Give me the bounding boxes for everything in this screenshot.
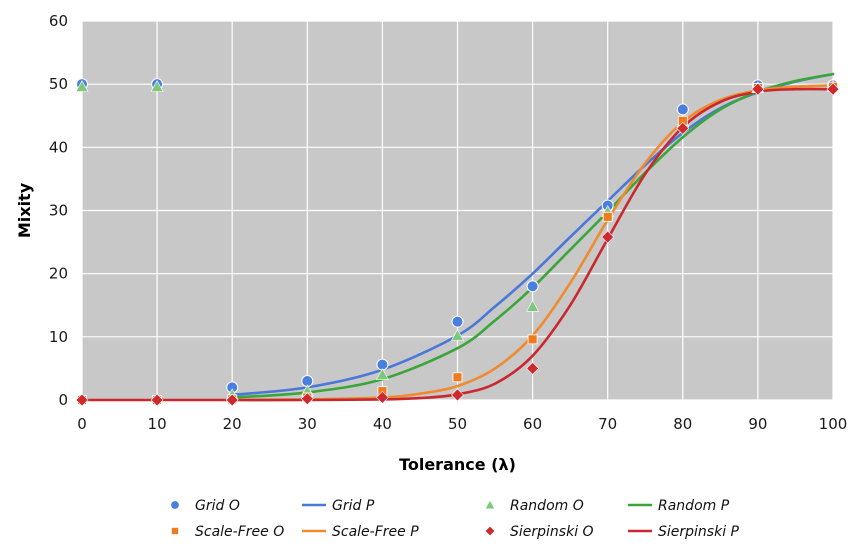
legend-item-sierpinski-p: Sierpinski P — [628, 524, 740, 540]
x-axis-title: Tolerance (λ) — [399, 455, 516, 474]
legend-item-grid-p: Grid P — [302, 498, 375, 514]
gridlines — [81, 20, 834, 401]
sierpinski-o-point — [601, 230, 615, 244]
x-axis-ticks: 0 10 20 30 40 50 60 70 80 90 100 — [77, 415, 847, 433]
y-tick-label: 20 — [49, 265, 68, 283]
random-o-point — [375, 368, 389, 380]
y-axis-title: Mixity — [15, 182, 34, 238]
x-tick-label: 10 — [148, 415, 167, 433]
legend-item-grid-o: Grid O — [170, 498, 240, 514]
series-markers — [75, 78, 840, 407]
legend-item-random-o: Random O — [484, 498, 584, 514]
y-axis-ticks: 0 10 20 30 40 50 60 — [49, 12, 68, 409]
legend-item-random-p: Random P — [628, 498, 730, 514]
y-tick-label: 0 — [58, 391, 68, 409]
legend-marker-swatch — [170, 500, 180, 510]
random-o-point — [450, 328, 465, 341]
sierpinski-o-point — [526, 361, 540, 375]
legend-marker-swatch — [170, 527, 179, 536]
legend-marker-swatch — [484, 525, 496, 537]
grid-o-point — [676, 103, 689, 116]
sierpinski-o-point — [300, 392, 314, 406]
legend-item-scale-free-o: Scale-Free O — [170, 524, 284, 540]
legend-item-sierpinski-o: Sierpinski O — [484, 524, 594, 540]
legend-marker-swatch — [484, 499, 496, 510]
sierpinski-o-point — [225, 393, 239, 407]
legend-label: Scale-Free P — [332, 524, 419, 540]
x-tick-label: 20 — [223, 415, 242, 433]
grid-o-point — [451, 315, 464, 328]
y-tick-label: 60 — [49, 12, 68, 30]
x-tick-label: 0 — [77, 415, 87, 433]
x-tick-label: 90 — [748, 415, 767, 433]
x-tick-label: 100 — [819, 415, 848, 433]
scale-free-o-point — [527, 334, 538, 345]
legend-label: Random P — [658, 498, 730, 514]
scale-free-o-point — [602, 211, 613, 222]
random-o-point — [526, 299, 540, 312]
x-tick-label: 30 — [298, 415, 317, 433]
legend-label: Grid O — [195, 498, 240, 514]
sierpinski-o-point — [826, 82, 840, 96]
legend: Grid O Grid P Random O Random P Scale-Free O… — [170, 498, 740, 540]
legend-label: Random O — [510, 498, 584, 514]
legend-label: Sierpinski P — [658, 524, 740, 540]
scale-free-o-point — [452, 372, 463, 383]
random-o-point — [75, 80, 89, 92]
sierpinski-o-point — [751, 82, 765, 96]
legend-label: Scale-Free O — [195, 524, 284, 540]
y-tick-label: 40 — [49, 138, 68, 156]
scale-free-p-line — [230, 84, 835, 402]
y-tick-label: 30 — [49, 202, 68, 220]
legend-item-scale-free-p: Scale-Free P — [302, 524, 419, 540]
sierpinski-o-point — [150, 393, 164, 407]
random-o-point — [150, 80, 164, 92]
x-tick-label: 80 — [673, 415, 692, 433]
sierpinski-o-point — [676, 121, 690, 135]
y-tick-label: 50 — [49, 75, 68, 93]
legend-label: Sierpinski O — [510, 524, 594, 540]
sierpinski-p-line — [80, 87, 835, 402]
x-tick-label: 70 — [598, 415, 617, 433]
x-tick-label: 60 — [523, 415, 542, 433]
y-tick-label: 10 — [49, 328, 68, 346]
x-tick-label: 40 — [373, 415, 392, 433]
sierpinski-o-point — [451, 388, 464, 402]
sierpinski-o-point — [375, 391, 389, 404]
sierpinski-o-point — [75, 393, 89, 407]
grid-o-point — [526, 280, 539, 293]
legend-label: Grid P — [332, 498, 375, 514]
x-tick-label: 50 — [448, 415, 467, 433]
